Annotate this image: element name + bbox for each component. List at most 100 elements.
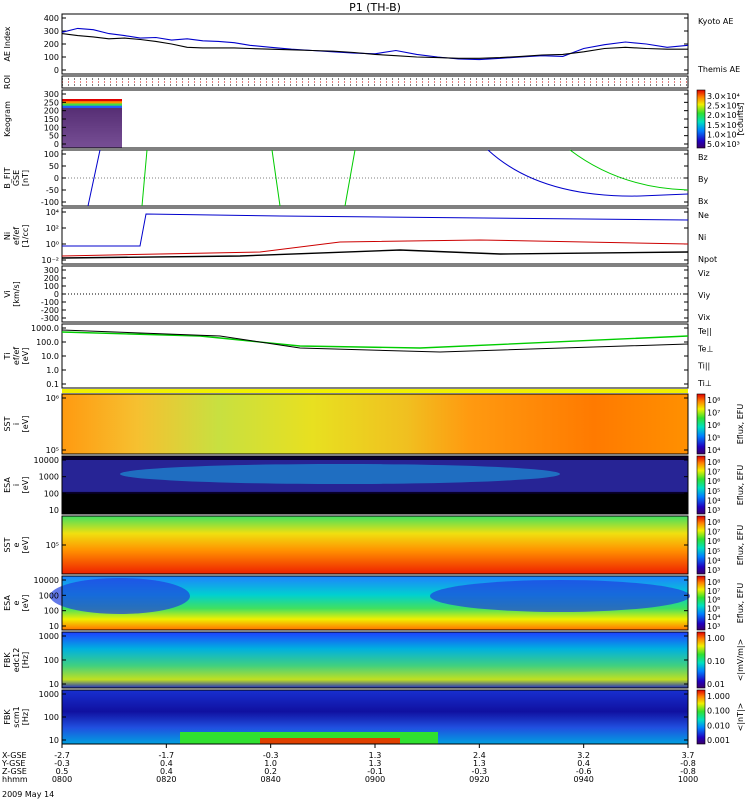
y-tick-label: 200	[44, 107, 59, 116]
x-tick-label: 3.2	[577, 751, 590, 760]
keogram-row	[62, 139, 122, 142]
y-label: Ti ef/ef [eV]	[3, 347, 30, 365]
keogram-row	[62, 125, 122, 129]
spectrogram-sst-i	[62, 394, 688, 454]
y-tick-label: -100	[41, 298, 59, 307]
y-tick-label: 10⁶	[46, 394, 59, 403]
y-label-line: AE Index	[3, 26, 12, 61]
x-row-label: Y-GSE	[1, 759, 25, 768]
colorbar	[696, 455, 706, 515]
legend-entry: Ni	[698, 233, 706, 242]
colorbar-units: Eflux, EFU	[736, 404, 745, 445]
spectrogram-band	[120, 464, 560, 484]
colorbar-label: 10⁸	[707, 518, 720, 527]
x-tick-label: 0.4	[160, 759, 173, 768]
y-tick-label: -50	[46, 186, 59, 195]
x-tick-label: -0.6	[576, 767, 592, 776]
colorbar-label: 10³	[707, 506, 720, 515]
y-tick-label: 10²	[46, 224, 59, 233]
y-tick-label: 1000	[39, 632, 59, 641]
series-line	[61, 33, 688, 59]
legend-entry: Te||	[697, 327, 712, 336]
legend-entry: Viy	[698, 291, 711, 300]
y-tick-label: 1.0	[46, 366, 59, 375]
legend-entry: Bx	[698, 197, 708, 206]
colorbar-units-text: Eflux, EFU	[736, 525, 745, 566]
colorbar-label: 0.001	[707, 736, 730, 745]
y-label-line: Vi	[3, 290, 12, 298]
x-axis: X-GSEY-GSEZ-GSEhhmm-2.7-0.30.50800-1.70.…	[1, 744, 698, 784]
x-tick-label: 1.3	[369, 751, 382, 760]
y-label-line: ROI	[3, 75, 12, 89]
keogram-row	[62, 99, 122, 102]
y-label-line: FBK	[3, 652, 12, 668]
y-label-line: GSE	[12, 170, 21, 186]
y-tick-label: 300	[44, 90, 59, 99]
x-tick-label: -0.3	[472, 767, 488, 776]
colorbar-label: 10⁸	[707, 396, 720, 405]
keogram-row	[62, 127, 122, 131]
panel-ti: 1000.0 100.0 10.0 1.0 0.1 Ti ef/ef [eV] Te|| Te⊥ T…	[3, 323, 713, 393]
y-tick-label: 10	[49, 736, 59, 745]
colorbar-label: 2.5×10⁴	[707, 102, 740, 111]
bfit-trace	[569, 149, 689, 191]
y-tick-label: 10⁰	[46, 240, 59, 249]
colorbar-label: 2.0×10⁴	[707, 111, 740, 120]
y-tick-label: 0	[54, 66, 59, 75]
panel-roi: ROI	[3, 75, 689, 89]
y-label-line: SST	[3, 416, 12, 431]
colorbar-label: 10⁵	[707, 434, 720, 443]
y-label-line: edc12	[12, 648, 21, 673]
legend-entry: Bz	[698, 153, 708, 162]
bfit-trace	[487, 149, 689, 197]
keogram-row	[62, 116, 122, 120]
bfit-trace	[87, 149, 101, 207]
legend-entry: Kyoto AE	[698, 17, 733, 26]
colorbar-label: 10⁸	[707, 458, 720, 467]
y-tick-label: -200	[41, 306, 59, 315]
y-tick-label: 400	[44, 14, 59, 23]
panel-frame	[61, 455, 689, 515]
x-tick-label: 0840	[260, 775, 280, 784]
ti-bar	[62, 389, 688, 393]
panel-frame	[61, 75, 689, 89]
keogram-row	[62, 136, 122, 140]
y-tick-label: -100	[41, 198, 59, 207]
panel-esa_e: 10000 1000 100 10 ESA e [eV] 10⁸10⁷10⁶10⁵10⁴10³…	[3, 575, 745, 631]
ne-trace	[61, 239, 689, 257]
panel-frame	[61, 575, 689, 631]
legend-entry: Npot	[698, 255, 717, 264]
y-tick-label: 0.1	[46, 380, 59, 389]
colorbar-units: Eflux, EFU	[736, 525, 745, 566]
x-tick-label: 2.4	[473, 751, 486, 760]
y-tick-label: 1000	[39, 591, 59, 600]
series-line	[61, 27, 689, 61]
y-label-line: [eV]	[21, 537, 30, 554]
y-label-line: ef/ef	[12, 347, 21, 365]
spectrogram-sst-e	[62, 516, 688, 574]
plot-date: 2009 May 14	[2, 790, 54, 799]
keogram-row	[62, 121, 122, 124]
colorbar-label: 0.010	[707, 721, 730, 730]
legend-entry: Ti⊥	[697, 379, 712, 388]
panel-frame	[61, 13, 689, 75]
x-tick-label: 0.2	[264, 767, 277, 776]
colorbar-label: 1.000	[707, 692, 730, 701]
colorbar-label: 10⁶	[707, 596, 720, 605]
panel-frame	[61, 393, 689, 455]
keogram-row	[62, 132, 122, 136]
y-tick-label: 100	[44, 713, 59, 722]
colorbar-label: 10⁸	[707, 578, 720, 587]
colorbar-label: 10⁵	[707, 547, 720, 556]
colorbar	[696, 515, 706, 575]
x-tick-label: -0.1	[367, 767, 383, 776]
keogram-row	[62, 114, 122, 118]
colorbar	[696, 575, 706, 631]
y-label-line: [eV]	[21, 416, 30, 433]
y-label: Ni ef/ef [1/cc]	[3, 225, 30, 248]
y-label-line: [Hz]	[21, 652, 30, 668]
colorbar-label: 1.5×10⁴	[707, 121, 740, 130]
colorbar-label: 10⁶	[707, 477, 720, 486]
x-tick-label: 0920	[469, 775, 489, 784]
y-tick-label: 100	[44, 282, 59, 291]
